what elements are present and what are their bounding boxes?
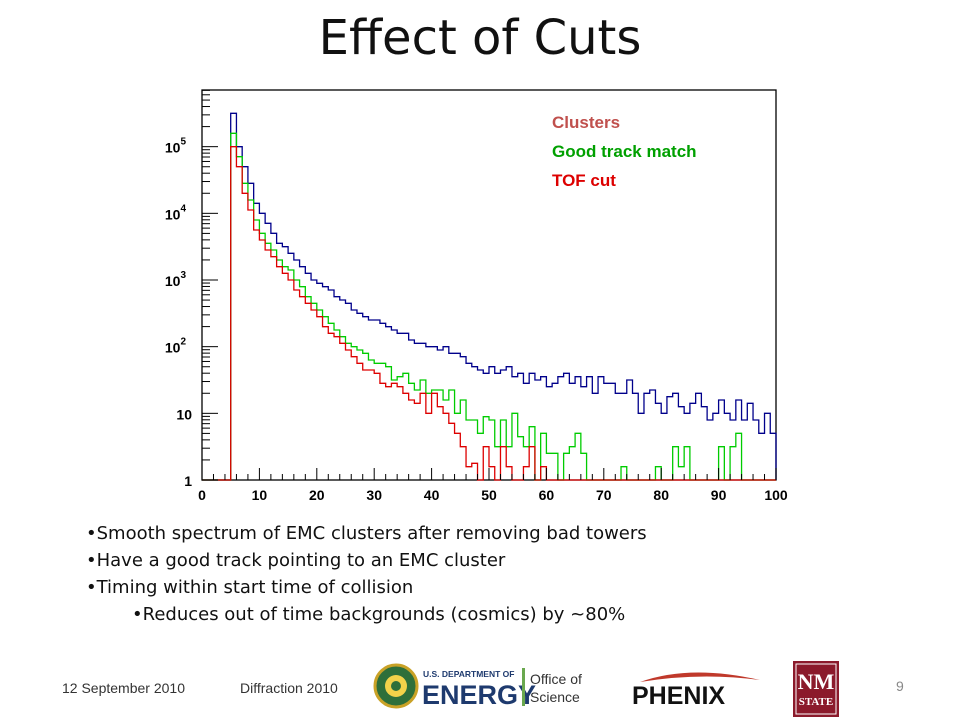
histogram-series-good-track-match	[202, 132, 776, 481]
footer-page-number: 9	[896, 678, 904, 694]
x-tick-label: 50	[481, 487, 497, 503]
sub-bullet-item: •Reduces out of time backgrounds (cosmic…	[132, 604, 626, 625]
y-tick-label: 10	[176, 406, 192, 422]
series-group	[202, 112, 777, 481]
x-tick-label: 0	[198, 487, 206, 503]
bullet-item: •Timing within start time of collision	[86, 577, 414, 598]
nm-text: NM	[798, 669, 835, 694]
office-of-text: Office of	[530, 671, 582, 687]
bullet-item: •Smooth spectrum of EMC clusters after r…	[86, 523, 647, 544]
x-tick-label: 70	[596, 487, 612, 503]
science-text: Science	[530, 689, 580, 705]
y-tick-label: 105	[165, 137, 187, 156]
footer-date: 12 September 2010	[62, 680, 185, 696]
nm-state-logo: NM STATE	[793, 661, 839, 717]
y-tick-label: 104	[165, 203, 187, 222]
legend-entry-good-track-match: Good track match	[552, 142, 697, 161]
bullet-item: •Have a good track pointing to an EMC cl…	[86, 550, 506, 571]
legend-entry-clusters: Clusters	[552, 113, 620, 132]
histogram-series-clusters	[202, 112, 777, 481]
y-tick-label: 1	[184, 473, 192, 489]
footer-conference: Diffraction 2010	[240, 680, 338, 696]
doe-office-of-science-logo: U.S. DEPARTMENT OF ENERGY Office of Scie…	[373, 663, 582, 710]
y-tick-label: 103	[165, 270, 187, 289]
x-tick-label: 20	[309, 487, 325, 503]
histogram-series-tof-cut	[202, 146, 776, 481]
y-tick-label: 102	[165, 337, 187, 356]
slide-title: Effect of Cuts	[318, 10, 642, 66]
y-axis-ticks: 1 10 102 103 104 105	[165, 137, 218, 489]
phenix-swoosh-icon	[640, 672, 760, 682]
x-axis-ticks: 0 10 20 30 40 50 60 70 80 90 100	[198, 468, 788, 503]
state-text: STATE	[799, 696, 833, 708]
x-tick-label: 40	[424, 487, 440, 503]
doe-energy-text: ENERGY	[422, 680, 536, 710]
x-tick-label: 100	[764, 487, 788, 503]
phenix-text: PHENIX	[632, 682, 725, 710]
x-tick-label: 10	[252, 487, 268, 503]
legend-entry-tof-cut: TOF cut	[552, 171, 616, 190]
x-tick-label: 80	[653, 487, 669, 503]
x-tick-label: 90	[711, 487, 727, 503]
phenix-logo: PHENIX	[632, 672, 760, 710]
doe-dept-text: U.S. DEPARTMENT OF	[423, 669, 514, 679]
x-tick-label: 60	[539, 487, 555, 503]
bullet-list: •Smooth spectrum of EMC clusters after r…	[86, 520, 647, 628]
x-tick-label: 30	[366, 487, 382, 503]
y-minor-ticks	[202, 89, 210, 461]
